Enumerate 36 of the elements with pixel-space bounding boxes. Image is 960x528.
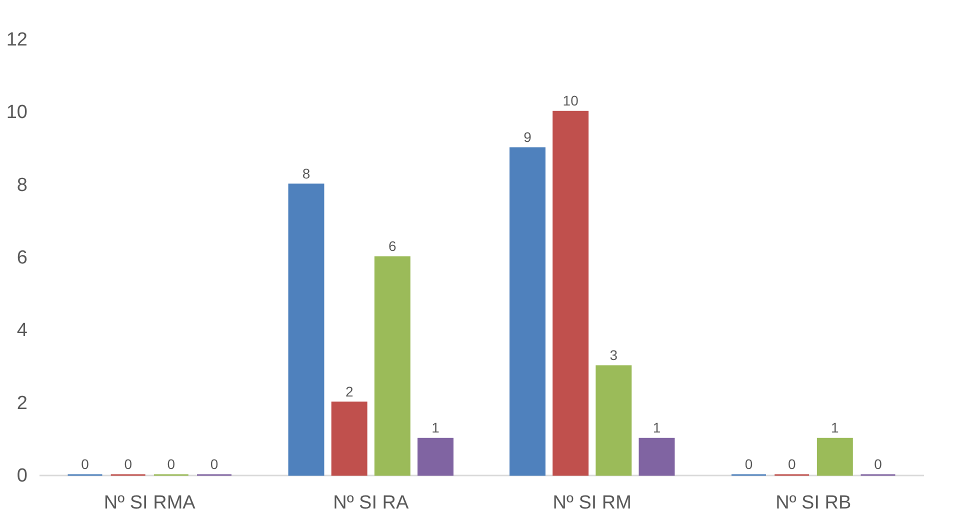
y-tick-label: 12 [6,30,28,50]
data-label: 10 [562,92,579,109]
bar [331,402,368,476]
bar [510,147,546,476]
x-tick-label: Nº SI RB [776,492,852,514]
data-label: 0 [874,456,882,472]
data-label: 0 [788,456,796,472]
y-tick-label: 10 [6,102,28,124]
data-label: 0 [124,456,132,472]
x-tick-label: Nº SI RM [552,492,632,514]
data-label: 1 [652,420,661,436]
data-label: 0 [167,456,176,472]
x-tick-label: Nº SI RA [333,492,409,514]
data-label: 9 [524,129,532,145]
data-label: 1 [831,420,840,436]
bar [418,438,454,476]
bar [288,184,324,476]
data-label: 0 [210,456,218,472]
y-tick-label: 0 [16,466,28,486]
y-tick-label: 6 [16,248,28,268]
y-tick-label: 8 [16,174,28,196]
y-tick-label: 2 [16,392,28,414]
data-label: 0 [81,456,90,472]
bar [596,365,632,476]
data-label: 8 [302,165,310,182]
x-tick-label: Nº SI RMA [104,492,196,514]
bar [374,256,410,476]
data-label: 2 [345,383,354,400]
data-label: 3 [610,347,618,363]
bar [638,438,675,476]
bar [816,438,853,476]
y-tick-label: 4 [16,320,28,342]
data-label: 1 [432,420,440,436]
data-label: 0 [744,456,753,472]
data-label: 6 [388,238,397,254]
bar [552,110,589,476]
